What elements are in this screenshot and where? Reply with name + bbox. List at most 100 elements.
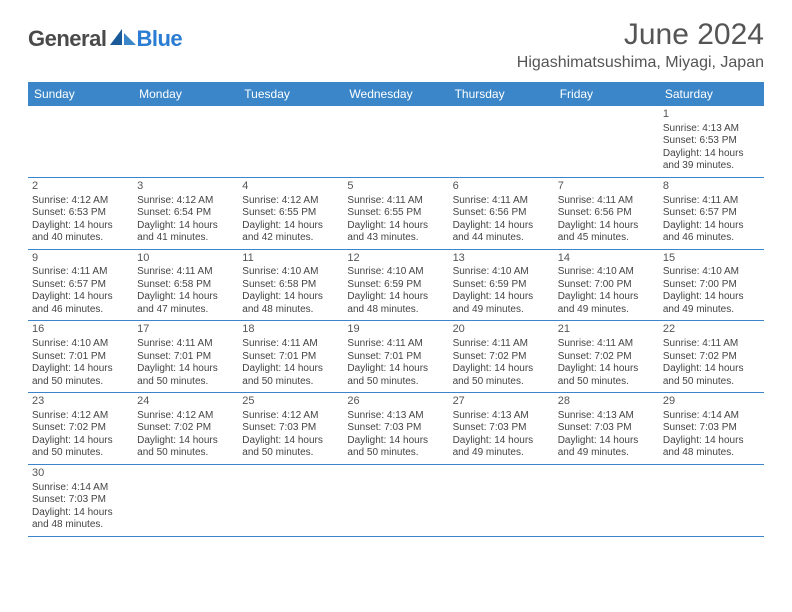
day-daylight1: Daylight: 14 hours (453, 363, 550, 376)
day-sunset: Sunset: 6:58 PM (137, 279, 234, 292)
day-sunset: Sunset: 7:01 PM (242, 351, 339, 364)
day-text: Sunrise: 4:10 AMSunset: 7:00 PMDaylight:… (558, 266, 655, 316)
day-daylight2: and 50 minutes. (347, 447, 444, 460)
day-sunset: Sunset: 7:02 PM (137, 422, 234, 435)
day-sunrise: Sunrise: 4:10 AM (558, 266, 655, 279)
day-text: Sunrise: 4:11 AMSunset: 7:01 PMDaylight:… (242, 338, 339, 388)
day-cell: 26Sunrise: 4:13 AMSunset: 7:03 PMDayligh… (343, 393, 448, 464)
day-text: Sunrise: 4:12 AMSunset: 7:02 PMDaylight:… (137, 410, 234, 460)
day-cell: 1Sunrise: 4:13 AMSunset: 6:53 PMDaylight… (659, 106, 764, 177)
day-sunrise: Sunrise: 4:13 AM (558, 410, 655, 423)
day-daylight2: and 48 minutes. (242, 304, 339, 317)
day-number: 27 (453, 395, 550, 409)
day-number: 16 (32, 323, 129, 337)
day-text: Sunrise: 4:12 AMSunset: 6:55 PMDaylight:… (242, 195, 339, 245)
day-sunrise: Sunrise: 4:11 AM (137, 266, 234, 279)
day-cell: 2Sunrise: 4:12 AMSunset: 6:53 PMDaylight… (28, 178, 133, 249)
day-text: Sunrise: 4:11 AMSunset: 6:58 PMDaylight:… (137, 266, 234, 316)
day-daylight2: and 50 minutes. (32, 376, 129, 389)
day-daylight2: and 44 minutes. (453, 232, 550, 245)
day-daylight1: Daylight: 14 hours (242, 363, 339, 376)
day-daylight2: and 50 minutes. (663, 376, 760, 389)
weekday-header: Sunday (28, 82, 133, 106)
day-sunrise: Sunrise: 4:13 AM (663, 123, 760, 136)
day-sunset: Sunset: 7:01 PM (347, 351, 444, 364)
day-cell: 20Sunrise: 4:11 AMSunset: 7:02 PMDayligh… (449, 321, 554, 392)
day-daylight1: Daylight: 14 hours (137, 220, 234, 233)
location: Higashimatsushima, Miyagi, Japan (517, 54, 764, 72)
weeks-container: 1Sunrise: 4:13 AMSunset: 6:53 PMDaylight… (28, 106, 764, 537)
day-cell (133, 465, 238, 536)
day-sunrise: Sunrise: 4:11 AM (453, 338, 550, 351)
day-sunrise: Sunrise: 4:12 AM (32, 410, 129, 423)
day-sunset: Sunset: 6:56 PM (558, 207, 655, 220)
day-text: Sunrise: 4:14 AMSunset: 7:03 PMDaylight:… (663, 410, 760, 460)
day-text: Sunrise: 4:12 AMSunset: 7:03 PMDaylight:… (242, 410, 339, 460)
day-daylight1: Daylight: 14 hours (558, 435, 655, 448)
day-number: 1 (663, 108, 760, 122)
day-cell: 25Sunrise: 4:12 AMSunset: 7:03 PMDayligh… (238, 393, 343, 464)
day-text: Sunrise: 4:12 AMSunset: 6:54 PMDaylight:… (137, 195, 234, 245)
day-daylight1: Daylight: 14 hours (347, 291, 444, 304)
day-number: 9 (32, 252, 129, 266)
day-daylight1: Daylight: 14 hours (137, 435, 234, 448)
day-number: 2 (32, 180, 129, 194)
day-sunrise: Sunrise: 4:10 AM (242, 266, 339, 279)
day-text: Sunrise: 4:10 AMSunset: 6:59 PMDaylight:… (453, 266, 550, 316)
day-daylight2: and 46 minutes. (32, 304, 129, 317)
day-cell: 28Sunrise: 4:13 AMSunset: 7:03 PMDayligh… (554, 393, 659, 464)
day-text: Sunrise: 4:13 AMSunset: 7:03 PMDaylight:… (558, 410, 655, 460)
day-cell (133, 106, 238, 177)
day-sunrise: Sunrise: 4:11 AM (32, 266, 129, 279)
day-sunrise: Sunrise: 4:11 AM (663, 338, 760, 351)
day-sunset: Sunset: 7:01 PM (137, 351, 234, 364)
day-sunrise: Sunrise: 4:11 AM (453, 195, 550, 208)
day-daylight2: and 43 minutes. (347, 232, 444, 245)
day-number: 22 (663, 323, 760, 337)
week-row: 16Sunrise: 4:10 AMSunset: 7:01 PMDayligh… (28, 321, 764, 393)
day-daylight1: Daylight: 14 hours (242, 291, 339, 304)
day-text: Sunrise: 4:10 AMSunset: 7:00 PMDaylight:… (663, 266, 760, 316)
day-number: 21 (558, 323, 655, 337)
day-cell: 14Sunrise: 4:10 AMSunset: 7:00 PMDayligh… (554, 250, 659, 321)
day-daylight1: Daylight: 14 hours (137, 363, 234, 376)
day-number: 7 (558, 180, 655, 194)
day-daylight1: Daylight: 14 hours (32, 291, 129, 304)
day-daylight2: and 49 minutes. (453, 304, 550, 317)
day-daylight1: Daylight: 14 hours (32, 220, 129, 233)
day-sunrise: Sunrise: 4:11 AM (663, 195, 760, 208)
day-cell: 29Sunrise: 4:14 AMSunset: 7:03 PMDayligh… (659, 393, 764, 464)
day-sunset: Sunset: 7:03 PM (32, 494, 129, 507)
day-daylight1: Daylight: 14 hours (558, 291, 655, 304)
day-sunset: Sunset: 7:00 PM (558, 279, 655, 292)
day-daylight1: Daylight: 14 hours (663, 148, 760, 161)
day-text: Sunrise: 4:11 AMSunset: 6:56 PMDaylight:… (558, 195, 655, 245)
day-cell: 19Sunrise: 4:11 AMSunset: 7:01 PMDayligh… (343, 321, 448, 392)
weekday-header: Tuesday (238, 82, 343, 106)
day-number: 28 (558, 395, 655, 409)
month-title: June 2024 (517, 18, 764, 52)
day-sunrise: Sunrise: 4:11 AM (347, 195, 444, 208)
day-text: Sunrise: 4:11 AMSunset: 6:57 PMDaylight:… (32, 266, 129, 316)
day-sunset: Sunset: 6:58 PM (242, 279, 339, 292)
day-number: 11 (242, 252, 339, 266)
day-sunset: Sunset: 6:56 PM (453, 207, 550, 220)
day-sunrise: Sunrise: 4:13 AM (347, 410, 444, 423)
day-daylight1: Daylight: 14 hours (663, 435, 760, 448)
week-row: 2Sunrise: 4:12 AMSunset: 6:53 PMDaylight… (28, 178, 764, 250)
day-daylight2: and 50 minutes. (242, 447, 339, 460)
day-daylight2: and 39 minutes. (663, 160, 760, 173)
day-sunset: Sunset: 7:02 PM (663, 351, 760, 364)
day-daylight2: and 50 minutes. (32, 447, 129, 460)
day-number: 29 (663, 395, 760, 409)
day-daylight2: and 41 minutes. (137, 232, 234, 245)
day-daylight1: Daylight: 14 hours (137, 291, 234, 304)
day-sunrise: Sunrise: 4:11 AM (137, 338, 234, 351)
day-sunset: Sunset: 6:54 PM (137, 207, 234, 220)
day-sunrise: Sunrise: 4:10 AM (663, 266, 760, 279)
day-sunset: Sunset: 6:55 PM (347, 207, 444, 220)
weekday-header: Thursday (449, 82, 554, 106)
day-number: 18 (242, 323, 339, 337)
day-number: 8 (663, 180, 760, 194)
day-sunrise: Sunrise: 4:10 AM (32, 338, 129, 351)
